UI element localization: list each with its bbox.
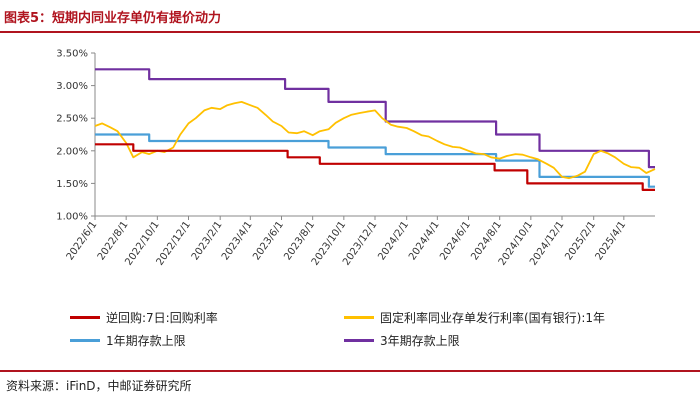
x-tick-label: 2024/4/1	[407, 219, 442, 262]
y-tick-label: 3.50%	[56, 49, 88, 60]
chart-series	[94, 68, 656, 191]
series-1y-deposit-cap-line	[95, 133, 655, 188]
legend-item-1y-deposit-cap: 1年期存款上限	[70, 332, 186, 349]
y-tick-label: 2.50%	[56, 114, 88, 125]
legend-label: 3年期存款上限	[380, 334, 460, 348]
y-tick-label: 3.00%	[56, 81, 88, 92]
chart-legend: 逆回购:7日:回购利率 固定利率同业存单发行利率(国有银行):1年 1年期存款上…	[0, 300, 700, 360]
x-tick-label: 2024/2/1	[376, 219, 411, 262]
chart-axes: 1.00%1.50%2.00%2.50%3.00%3.50%2022/6/120…	[56, 49, 655, 268]
x-tick-label: 2022/6/1	[65, 219, 100, 262]
source-note: 资料来源：iFinD，中邮证券研究所	[6, 379, 192, 393]
legend-label: 逆回购:7日:回购利率	[106, 311, 218, 325]
x-tick-label: 2023/8/1	[282, 219, 317, 262]
legend-item-ncd-rate: 固定利率同业存单发行利率(国有银行):1年	[344, 309, 605, 326]
x-tick-label: 2024/6/1	[438, 219, 473, 262]
y-tick-label: 1.50%	[56, 179, 88, 190]
legend-swatch	[344, 316, 374, 319]
legend-swatch	[70, 316, 100, 319]
chart-title: 图表5：短期内同业存单仍有提价动力	[4, 11, 222, 26]
series-ncd-rate-line	[94, 101, 656, 180]
legend-label: 1年期存款上限	[106, 334, 186, 348]
line-chart: 1.00%1.50%2.00%2.50%3.00%3.50%2022/6/120…	[56, 49, 656, 268]
title-bar: 图表5：短期内同业存单仍有提价动力	[0, 0, 700, 33]
x-tick-label: 2022/8/1	[96, 219, 131, 262]
series-reverse-repo-line	[95, 143, 655, 191]
series-3y-deposit-cap-line	[95, 68, 655, 169]
legend-item-reverse-repo: 逆回购:7日:回购利率	[70, 309, 218, 326]
x-tick-label: 2023/6/1	[251, 219, 286, 262]
legend-item-3y-deposit-cap: 3年期存款上限	[344, 332, 460, 349]
x-tick-label: 2025/4/1	[594, 219, 629, 262]
x-tick-label: 2023/4/1	[220, 219, 255, 262]
legend-label: 固定利率同业存单发行利率(国有银行):1年	[380, 311, 606, 325]
legend-swatch	[70, 339, 100, 342]
legend-swatch	[344, 339, 374, 342]
y-tick-label: 2.00%	[56, 146, 88, 157]
footer-divider	[0, 370, 700, 372]
x-tick-label: 2024/8/1	[469, 219, 504, 262]
y-tick-label: 1.00%	[56, 212, 88, 223]
